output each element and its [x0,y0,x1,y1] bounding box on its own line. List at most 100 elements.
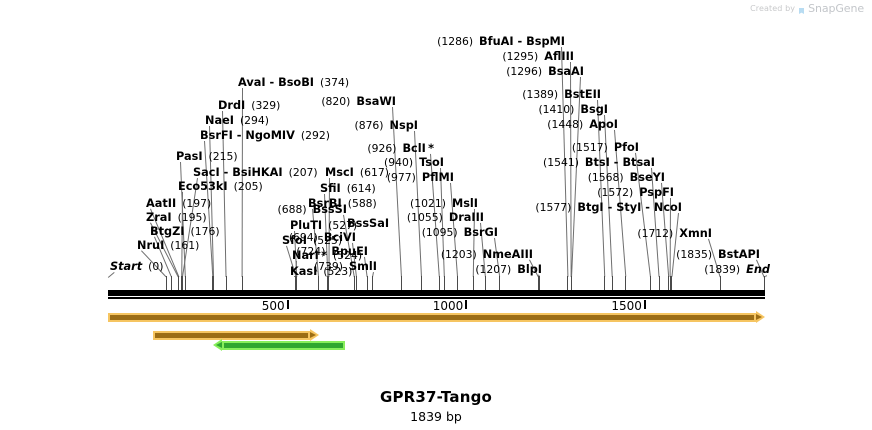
site-tick [225,276,227,290]
enzyme-label: AvaI - BsoBI (374) [238,77,349,88]
label-leader-line [392,106,402,277]
site-tick [567,276,569,290]
enzyme-label: (1295) AflIII [502,51,574,62]
site-tick [213,276,214,290]
enzyme-name: BstEII [564,88,601,101]
enzyme-name: BssSI [312,203,347,216]
enzyme-label: NaeI (294) [205,115,269,126]
site-tick [537,276,539,290]
enzyme-name: AflIII [544,50,574,63]
site-tick [484,276,486,290]
enzyme-label: (1203) NmeAIII [441,249,533,260]
enzyme-name: PluTI [290,219,323,232]
site-position-label: (197) [182,197,212,210]
enzyme-name-group: PspFI [639,186,674,199]
site-tick [438,276,440,290]
site-tick [401,276,402,290]
enzyme-label: (1207) BlpI [475,264,542,275]
enzyme-name: KasI [290,265,318,278]
enzyme-name-separator: - [265,76,279,89]
site-tick [366,276,368,290]
feature-arrowhead [213,339,223,351]
enzyme-name-group: BsaWI [356,95,396,108]
enzyme-label: PasI (215) [176,151,238,162]
site-position-label: (524) [333,249,363,262]
enzyme-name-group: TsoI [419,156,444,169]
label-leader-line [671,213,679,278]
enzyme-name: NspI [389,119,418,132]
enzyme-name: BlpI [517,263,542,276]
enzyme-name: BspMI [526,35,565,48]
site-position-label: (1296) [506,65,543,78]
construct-name: GPR37-Tango [379,388,493,406]
site-tick [571,276,572,290]
enzyme-name-group: SfiI [320,182,341,195]
enzyme-name-group: NmeAIII [483,248,533,261]
axis-tick-mark [643,300,646,309]
enzyme-name-group: BciVI [324,231,356,244]
site-position-label: (1541) [543,156,579,169]
feature-arrowhead [309,329,319,341]
feature-full-length [108,311,765,323]
enzyme-name-group: MslI [452,197,478,210]
site-tick [178,276,180,290]
site-position-label: (1410) [538,103,575,116]
enzyme-name-group: BtsI - BtsaI [585,156,655,169]
enzyme-name: DrdI [218,99,246,112]
enzyme-label: PluTI (527) [290,220,357,231]
enzyme-name-group: MscI [325,166,354,179]
enzyme-name: NruI [137,239,165,252]
enzyme-name: ApoI [589,118,618,131]
enzyme-name: PflMI [421,171,454,184]
site-tick [181,276,183,290]
enzyme-label: (1712) XmnI [637,228,712,239]
enzyme-label: MscI (617) [325,167,389,178]
enzyme-name-group: End [746,263,770,276]
site-position-label: (207) [288,166,318,179]
enzyme-name: BfuAI [479,35,514,48]
enzyme-label: SfiI (614) [320,183,376,194]
enzyme-name-separator: - [641,201,654,214]
enzyme-name-group: BclI * [402,142,434,155]
enzyme-label: (1835) BstAPI [676,249,760,260]
feature-shaft [222,341,345,350]
site-tick [182,276,183,290]
enzyme-name-group: BstAPI [718,248,760,261]
enzyme-name: SacI [193,166,220,179]
site-position-label: (876) [354,119,384,132]
site-position-label: (205) [233,180,263,193]
enzyme-name: SfoI [282,234,308,247]
site-position-label: (525) [313,234,343,247]
enzyme-name-group: Eco53kI [178,180,228,193]
site-position-label: (195) [177,211,207,224]
site-position-label: (1389) [522,88,559,101]
enzyme-name: BclI [402,142,426,155]
site-tick [165,276,167,290]
enzyme-name: SmlI [349,260,377,273]
site-position-label: (940) [384,156,414,169]
enzyme-name: NgoMIV [245,129,295,142]
snapgene-watermark: Created by SnapGene [750,2,864,15]
enzyme-label: NarI * (524) [292,250,362,261]
map-title-block: GPR37-Tango 1839 bp [0,388,872,424]
enzyme-label: Start (0) [110,261,163,272]
site-tick [170,276,172,290]
site-position-label: (0) [148,260,164,273]
enzyme-name: SfiI [320,182,341,195]
enzyme-name-group: BseYI [630,171,665,184]
enzyme-label: (1577) BtgI - StyI - NcoI [535,202,682,213]
enzyme-name: BtsaI [622,156,655,169]
site-position-label: (292) [300,129,330,142]
site-position-label: (1448) [547,118,584,131]
site-position-label: (588) [347,197,377,210]
enzyme-name: BsiHKAI [232,166,283,179]
axis-tick-mark [286,300,289,309]
site-tick [671,276,673,290]
site-position-label: (724) [296,245,326,258]
enzyme-label: (1389) BstEII [522,89,601,100]
enzyme-name-separator: - [609,156,623,169]
enzyme-name: BsgI [580,103,608,116]
enzyme-name: PasI [176,150,203,163]
site-tick [668,276,670,290]
site-tick [763,276,765,290]
